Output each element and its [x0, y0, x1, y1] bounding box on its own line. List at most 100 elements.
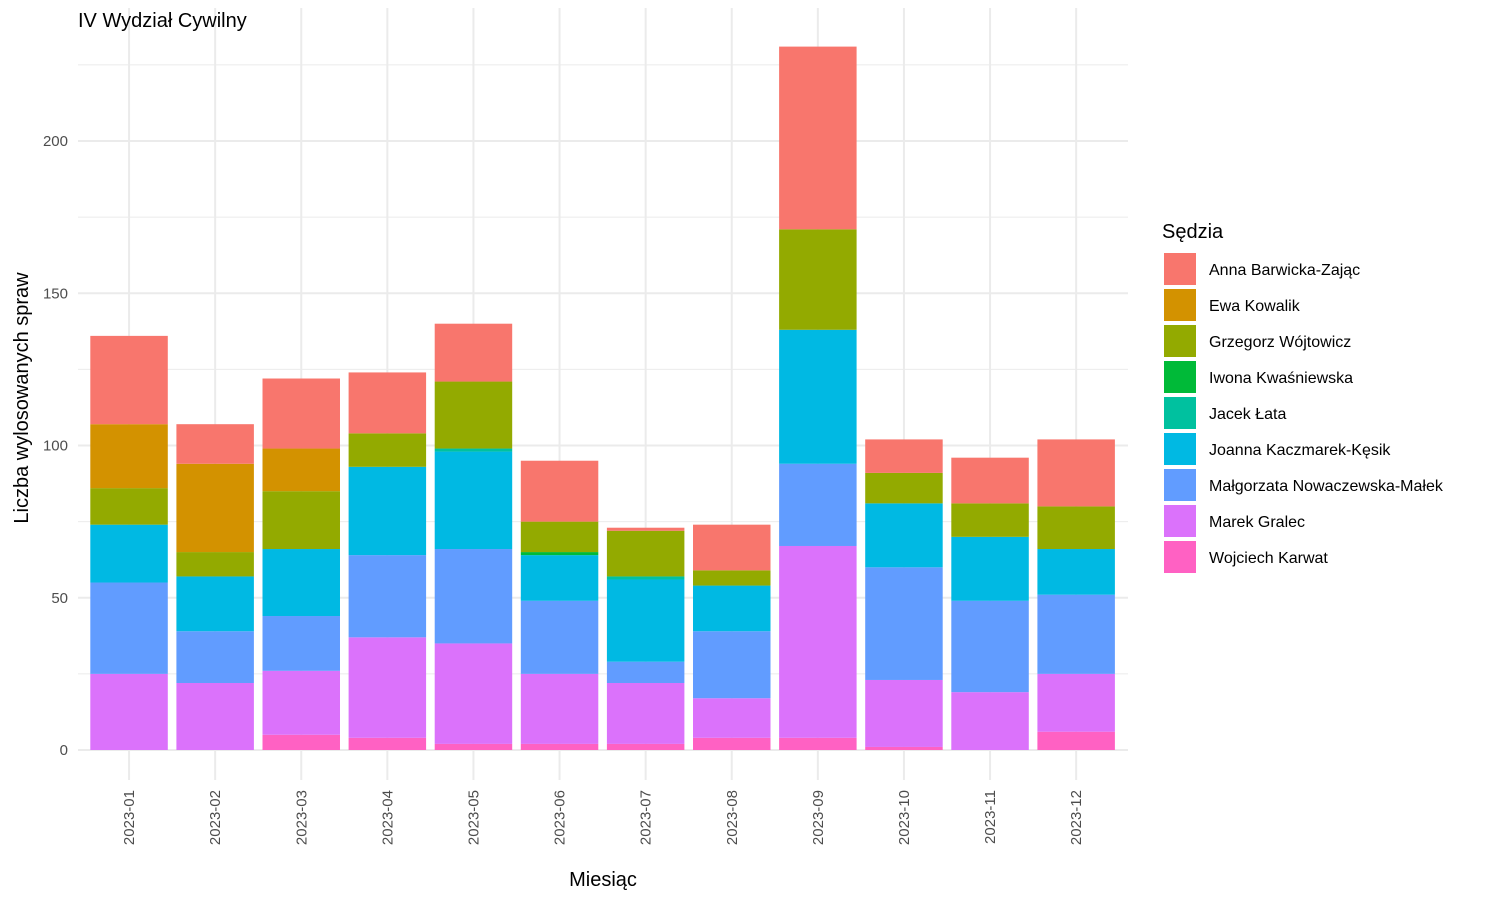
bar-segment	[779, 737, 857, 750]
bar-segment	[434, 743, 513, 750]
x-tick-label: 2023-05	[465, 790, 482, 845]
y-axis-title: Liczba wylosowanych spraw	[11, 272, 33, 524]
bar-segment	[951, 536, 1029, 601]
x-tick-label: 2023-09	[810, 790, 827, 845]
bar-segment	[434, 643, 513, 744]
legend-swatch	[1164, 325, 1196, 357]
bar-segment	[779, 229, 857, 330]
bar-segment	[1037, 549, 1115, 595]
bar-segment	[951, 600, 1029, 693]
bar-segment	[865, 503, 943, 568]
y-tick-label: 50	[51, 590, 68, 607]
x-axis-title: Miesiąc	[569, 869, 637, 891]
bar-segment	[520, 600, 599, 674]
bar-segment	[520, 673, 599, 744]
y-tick-label: 150	[43, 285, 68, 302]
bar-segment	[176, 683, 254, 750]
x-tick-label: 2023-03	[293, 790, 310, 845]
x-tick-label: 2023-11	[982, 790, 999, 844]
x-tick-label: 2023-08	[724, 790, 741, 845]
legend-swatch	[1164, 397, 1196, 429]
bar-segment	[1037, 439, 1115, 507]
bar-segment	[348, 737, 427, 750]
bar-segment	[348, 433, 427, 467]
legend-label: Anna Barwicka-Zając	[1209, 262, 1360, 279]
bar-segment	[1037, 673, 1115, 732]
y-tick-label: 0	[60, 742, 68, 759]
bar-segment	[520, 552, 599, 556]
bar-segment	[779, 463, 857, 546]
bar-segment	[176, 552, 254, 577]
bar-segment	[262, 616, 340, 671]
legend-swatch	[1164, 253, 1196, 285]
bar-segment	[90, 524, 168, 583]
bar-segment	[176, 463, 254, 553]
x-tick-label: 2023-02	[207, 790, 224, 845]
bar-segment	[606, 661, 685, 684]
x-tick-label: 2023-10	[896, 790, 913, 845]
bar-segment	[1037, 506, 1115, 550]
bar-segment	[606, 743, 685, 750]
bar-segment	[348, 372, 427, 434]
bar-segment	[693, 631, 771, 699]
legend-label: Jacek Łata	[1209, 406, 1286, 423]
bar-segment	[262, 448, 340, 492]
y-tick-label: 100	[43, 438, 68, 455]
legend-title: Sędzia	[1162, 221, 1224, 243]
bar-segment	[865, 567, 943, 680]
bar-segment	[606, 579, 685, 662]
bar-segment	[520, 555, 599, 601]
x-tick-label: 2023-01	[121, 790, 138, 845]
y-axis-ticks: 0 50 100 150 200	[43, 133, 68, 759]
bar-segment	[865, 679, 943, 747]
x-tick-label: 2023-04	[379, 790, 396, 845]
bar-segment	[865, 746, 943, 750]
bar-segment	[951, 692, 1029, 750]
legend-swatch	[1164, 541, 1196, 573]
bar-segment	[262, 549, 340, 617]
legend: Sędzia Anna Barwicka-Zając Ewa Kowalik Grz…	[1162, 221, 1444, 573]
legend-label: Małgorzata Nowaczewska-Małek	[1209, 478, 1444, 495]
bar-segment	[865, 472, 943, 504]
bar-segment	[348, 637, 427, 738]
bar-segment	[262, 378, 340, 449]
legend-swatch	[1164, 289, 1196, 321]
bar-segment	[90, 488, 168, 525]
x-tick-label: 2023-12	[1068, 790, 1085, 845]
x-tick-label: 2023-07	[638, 790, 655, 845]
legend-label: Grzegorz Wójtowicz	[1209, 334, 1351, 351]
bar-segment	[520, 743, 599, 750]
bar-segment	[865, 439, 943, 473]
bar-segment	[90, 335, 168, 425]
x-tick-label: 2023-06	[552, 790, 569, 845]
bar-segment	[262, 491, 340, 550]
bar-segment	[348, 466, 427, 556]
bar-segment	[606, 576, 685, 580]
bar-segment	[434, 549, 513, 644]
legend-swatch	[1164, 361, 1196, 393]
bar-segment	[779, 545, 857, 738]
bar-segment	[951, 457, 1029, 504]
bar-segment	[348, 555, 427, 638]
bar-segment	[434, 381, 513, 449]
legend-label: Wojciech Karwat	[1209, 550, 1328, 567]
bar-segment	[176, 424, 254, 464]
bar-segment	[434, 323, 513, 382]
bar-segment	[693, 698, 771, 738]
legend-items: Anna Barwicka-Zając Ewa Kowalik Grzegorz W…	[1164, 253, 1444, 573]
legend-label: Marek Gralec	[1209, 514, 1305, 531]
legend-swatch	[1164, 505, 1196, 537]
bar-segment	[90, 673, 168, 750]
bar-segment	[176, 576, 254, 632]
bar-segment	[606, 530, 685, 577]
bar-segment	[606, 527, 685, 531]
y-tick-label: 200	[43, 133, 68, 150]
bar-segment	[1037, 731, 1115, 750]
bar-segment	[779, 329, 857, 464]
bar-segment	[90, 582, 168, 674]
legend-swatch	[1164, 433, 1196, 465]
bar-segment	[693, 570, 771, 586]
legend-label: Joanna Kaczmarek-Kęsik	[1209, 442, 1391, 459]
bar-segment	[262, 734, 340, 750]
